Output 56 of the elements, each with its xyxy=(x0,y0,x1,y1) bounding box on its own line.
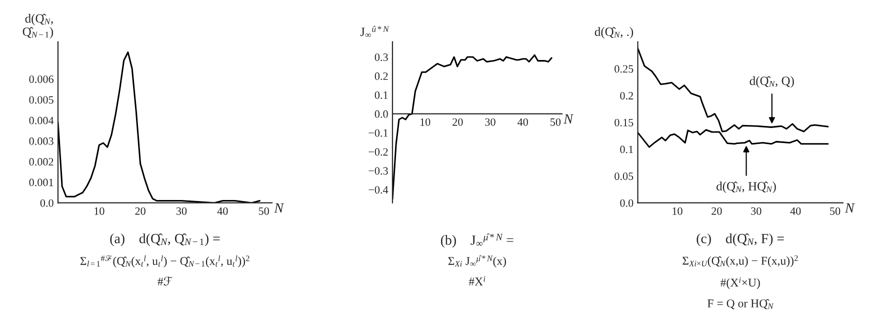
x-axis-title: N xyxy=(844,203,855,212)
text: d(Q̂$_{N}$, Q̂$_{N−1}$) xyxy=(22,14,54,38)
y-axis-title: d(Q̂$_{N}$, .) xyxy=(594,27,634,38)
x-tick-label: 30 xyxy=(751,207,762,215)
text: #ℱ xyxy=(158,276,172,286)
text: Σ$_{Xi}$ J$_{∞}$$^{μ̂*N}$(x) xyxy=(448,255,506,268)
y-axis-title: J$_{∞}$$^{û*N}$ xyxy=(360,26,390,37)
y-tick-label: −0.3 xyxy=(368,167,388,175)
text: F = Q or HQ̂$_{N}$ xyxy=(708,299,774,310)
x-tick-label: 50 xyxy=(258,207,269,215)
x-tick-label: 50 xyxy=(550,118,561,126)
y-tick-label: 0.0 xyxy=(374,110,388,118)
y-tick-label: 0.003 xyxy=(29,137,54,145)
x-tick-label: 10 xyxy=(94,207,104,215)
y-tick-label: 0.2 xyxy=(620,92,633,100)
x-axis-title: N xyxy=(564,114,574,124)
x-tick-label: 20 xyxy=(712,207,722,215)
text: Σ$_{l=1}$$^{#ℱ}$(Q̂$_{N}$(x$_{t}$$^{l}$, u$_{t}$$^{l}$) − Q̂$_{N−1}$(x$_{t}$$^{l}$, u$_{t}$$^{l}$))$^{2}$ xyxy=(80,255,250,268)
y-tick-label: −0.2 xyxy=(368,148,388,156)
text: #X$^{i}$ xyxy=(468,276,486,286)
y-tick-label: 0.2 xyxy=(374,72,388,80)
x-tick-label: 40 xyxy=(217,207,228,215)
y-tick-label: 0.0 xyxy=(620,199,634,207)
y-tick-label: 0.3 xyxy=(374,53,388,62)
x-tick-label: 50 xyxy=(830,207,840,215)
y-tick-label: 0.05 xyxy=(614,172,634,180)
y-tick-label: −0.4 xyxy=(368,186,388,194)
y-tick-label: 0.0 xyxy=(40,199,54,207)
text: (b) J$_{∞}$$^{μ̂*N}$ = xyxy=(440,233,514,248)
x-tick-label: 40 xyxy=(518,118,528,126)
y-tick-label: 0.1 xyxy=(374,91,388,99)
x-tick-label: 40 xyxy=(790,207,801,215)
x-tick-label: 20 xyxy=(135,207,146,215)
x-axis-title: N xyxy=(274,203,284,212)
line-series xyxy=(392,54,552,200)
text: (a) d(Q̂$_{N}$, Q̂$_{N−1}$) = xyxy=(110,233,220,246)
y-tick-label: 0.25 xyxy=(614,65,634,73)
x-tick-label: 30 xyxy=(485,118,496,126)
annotation: d(Q̂$_{N}$, Q) xyxy=(750,76,794,88)
y-tick-label: 0.002 xyxy=(29,158,54,166)
y-tick-label: 0.1 xyxy=(620,146,633,154)
y-tick-label: 0.004 xyxy=(29,116,54,124)
y-tick-label: 0.001 xyxy=(29,178,54,186)
text: Σ$_{Xi×U}$(Q̂$_{N}$(x,u) − F(x,u))$^{2}$ xyxy=(682,255,798,268)
y-tick-label: −0.1 xyxy=(368,129,388,137)
line-series xyxy=(58,51,260,203)
y-tick-label: 0.006 xyxy=(29,75,54,84)
x-tick-label: 20 xyxy=(452,118,463,126)
y-tick-label: 0.15 xyxy=(614,118,634,126)
x-tick-label: 10 xyxy=(672,207,682,215)
annotation: d(Q̂$_{N}$, HQ̂$_{N}$) xyxy=(716,182,776,193)
x-tick-label: 30 xyxy=(176,207,187,215)
x-tick-label: 10 xyxy=(420,118,430,126)
text: #(X$^{i}$×U) xyxy=(720,277,760,290)
y-tick-label: 0.005 xyxy=(29,96,54,104)
text: (c) d(Q̂$_{N}$, F) = xyxy=(696,233,784,246)
